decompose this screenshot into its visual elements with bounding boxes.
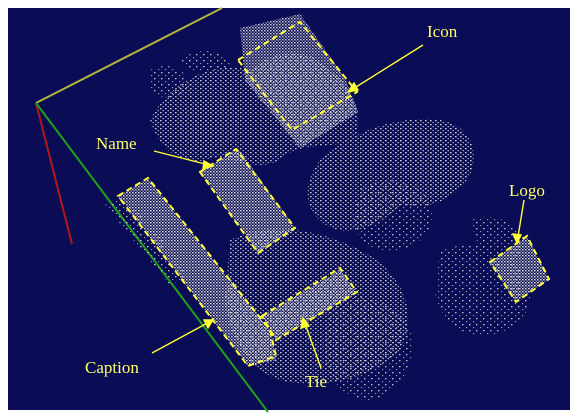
logo-arrowhead — [511, 233, 523, 245]
logo-label: Logo — [509, 181, 545, 200]
name-arrowhead — [202, 159, 215, 170]
icon-box — [236, 20, 359, 132]
axis-red — [35, 102, 73, 245]
axis-yellow — [35, 7, 223, 104]
icon-leader — [347, 44, 424, 93]
annotations — [116, 20, 551, 368]
name-label: Name — [96, 134, 137, 153]
tie-box — [260, 266, 359, 342]
name-box — [198, 147, 297, 255]
caption-box — [116, 176, 278, 368]
logo-box — [488, 234, 551, 304]
caption-leader — [151, 319, 214, 354]
leader-lines — [151, 44, 525, 369]
tie-arrowhead — [300, 316, 311, 329]
caption-label: Caption — [85, 358, 139, 377]
icon-arrowhead — [346, 81, 360, 94]
icon-label: Icon — [427, 22, 458, 41]
caption-arrowhead — [202, 319, 215, 330]
tie-label: Tie — [305, 372, 327, 391]
point-cloud — [105, 14, 549, 400]
